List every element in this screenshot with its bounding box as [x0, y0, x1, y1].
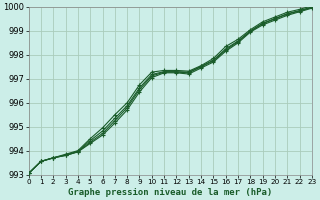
X-axis label: Graphe pression niveau de la mer (hPa): Graphe pression niveau de la mer (hPa): [68, 188, 272, 197]
